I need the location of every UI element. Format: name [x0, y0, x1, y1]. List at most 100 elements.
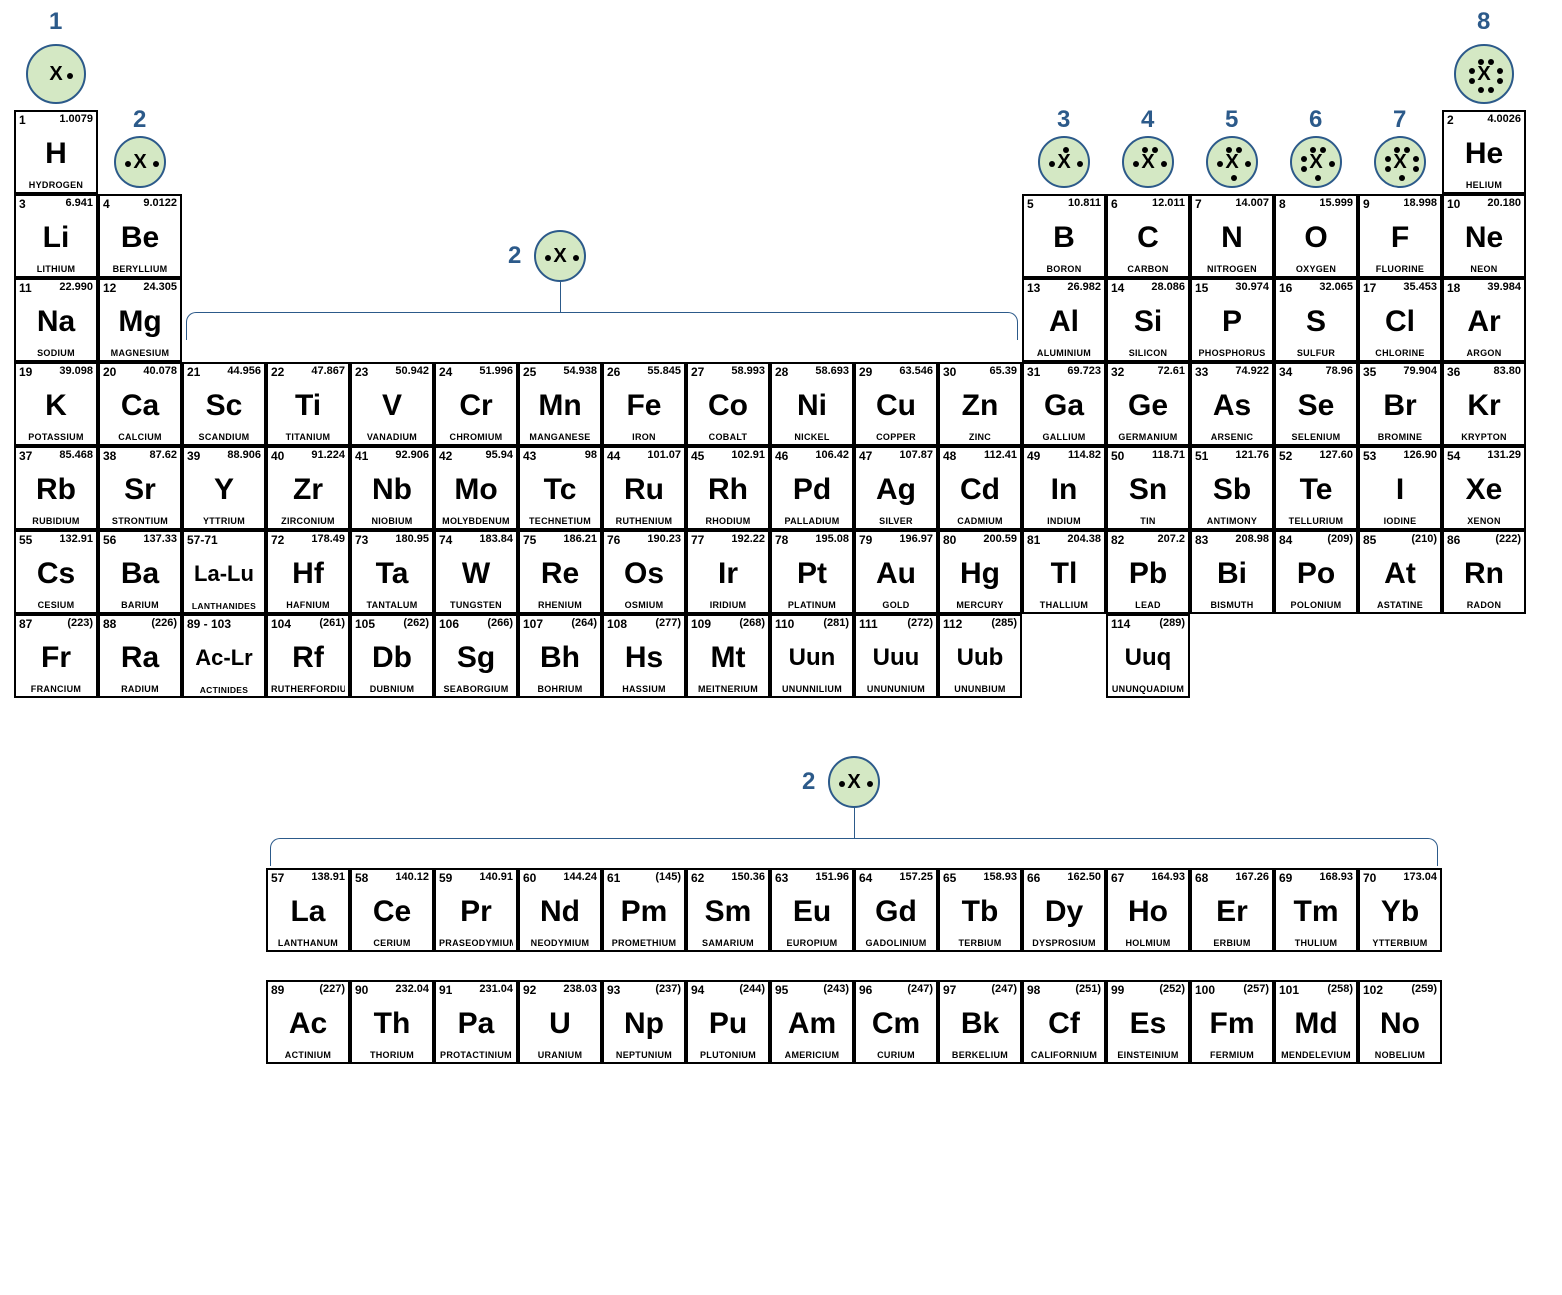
atomic-mass: 91.224	[311, 450, 345, 462]
element-symbol: Pa	[439, 1009, 513, 1039]
atomic-number: 8	[1279, 198, 1286, 210]
element-cell: 3169.723GaGALLIUM	[1022, 362, 1106, 446]
element-symbol: Ag	[859, 475, 933, 505]
tm-group-label: 2	[508, 242, 521, 270]
atomic-number: 90	[355, 984, 368, 996]
element-cell: 109(268)MtMEITNERIUM	[686, 614, 770, 698]
element-cell: 1224.305MgMAGNESIUM	[98, 278, 182, 362]
group-number-label: 7	[1393, 106, 1406, 134]
element-name: SULFUR	[1279, 349, 1353, 358]
element-name: GERMANIUM	[1111, 433, 1185, 442]
atomic-mass: 74.922	[1235, 366, 1269, 378]
cell-header: 86(222)	[1447, 534, 1521, 546]
atomic-number: 75	[523, 534, 536, 546]
atomic-mass: (257)	[1243, 984, 1269, 996]
element-name: SILICON	[1111, 349, 1185, 358]
element-symbol: Bk	[943, 1009, 1017, 1039]
element-name: YTTERBIUM	[1363, 939, 1437, 948]
element-cell: 612.011CCARBON	[1106, 194, 1190, 278]
element-cell: 44101.07RuRUTHENIUM	[602, 446, 686, 530]
cell-header: 2758.993	[691, 366, 765, 378]
atomic-number: 19	[19, 366, 32, 378]
element-name: UNUNNILIUM	[775, 685, 849, 694]
electron-dot	[1077, 161, 1083, 167]
atomic-number: 69	[1279, 872, 1292, 884]
electron-dot-diagram: X	[1374, 136, 1426, 188]
atomic-mass: 39.098	[59, 366, 93, 378]
element-symbol: Ho	[1111, 897, 1185, 927]
atomic-mass: 151.96	[815, 872, 849, 884]
atomic-number: 37	[19, 450, 32, 462]
element-symbol: W	[439, 559, 513, 589]
element-cell: 57138.91LaLANTHANUM	[266, 868, 350, 952]
element-symbol: Pm	[607, 897, 681, 927]
cell-header: 4091.224	[271, 450, 345, 462]
element-symbol: Ir	[691, 559, 765, 589]
cell-header: 94(244)	[691, 984, 765, 996]
cell-header: 3065.39	[943, 366, 1017, 378]
electron-dot-diagram: X	[1122, 136, 1174, 188]
atomic-mass: 180.95	[395, 534, 429, 546]
element-name: URANIUM	[523, 1051, 597, 1060]
cell-header: 107(264)	[523, 618, 597, 630]
element-name: ACTINIDES	[187, 686, 261, 695]
cell-header: 815.999	[1279, 198, 1353, 210]
electron-dot-diagram: X	[1206, 136, 1258, 188]
actinide-row: 89(227)AcACTINIUM90232.04ThTHORIUM91231.…	[10, 980, 1562, 1064]
element-symbol: He	[1447, 139, 1521, 169]
element-cell: 2451.996CrCHROMIUM	[434, 362, 518, 446]
cell-header: 82207.2	[1111, 534, 1185, 546]
atomic-number: 23	[355, 366, 368, 378]
element-cell: 75186.21ReRHENIUM	[518, 530, 602, 614]
electron-dot	[1217, 161, 1223, 167]
cell-header: 1326.982	[1027, 282, 1101, 294]
atomic-number: 48	[943, 450, 956, 462]
atomic-mass: 157.25	[899, 872, 933, 884]
element-cell: 73180.95TaTANTALUM	[350, 530, 434, 614]
element-cell: 78195.08PtPLATINUM	[770, 530, 854, 614]
element-name: MOLYBDENUM	[439, 517, 513, 526]
element-cell: 1735.453ClCHLORINE	[1358, 278, 1442, 362]
element-cell: 56137.33BaBARIUM	[98, 530, 182, 614]
group-number-label: 1	[49, 8, 62, 36]
atomic-mass: (223)	[67, 618, 93, 630]
atomic-number: 87	[19, 618, 32, 630]
cell-header: 48112.41	[943, 450, 1017, 462]
electron-dot	[1236, 147, 1242, 153]
atomic-number: 84	[1279, 534, 1292, 546]
atomic-number: 93	[607, 984, 620, 996]
element-symbol: Se	[1279, 391, 1353, 421]
atomic-number: 88	[103, 618, 116, 630]
atomic-number: 16	[1279, 282, 1292, 294]
element-name: RUTHENIUM	[607, 517, 681, 526]
element-symbol: Hg	[943, 559, 1017, 589]
atomic-number: 78	[775, 534, 788, 546]
atomic-number: 11	[19, 282, 32, 294]
electron-dot	[1478, 87, 1484, 93]
cell-header: 106(266)	[439, 618, 513, 630]
cell-header: 56137.33	[103, 534, 177, 546]
atomic-number: 81	[1027, 534, 1040, 546]
element-symbol: Rb	[19, 475, 93, 505]
element-symbol: Cu	[859, 391, 933, 421]
element-name: LANTHANUM	[271, 939, 345, 948]
atomic-mass: 72.61	[1157, 366, 1185, 378]
element-name: INDIUM	[1027, 517, 1101, 526]
atomic-mass: 98	[585, 450, 597, 462]
atomic-mass: (251)	[1075, 984, 1101, 996]
element-name: ZINC	[943, 433, 1017, 442]
atomic-mass: (209)	[1327, 534, 1353, 546]
element-cell: 64157.25GdGADOLINIUM	[854, 868, 938, 952]
element-name: GALLIUM	[1027, 433, 1101, 442]
atomic-mass: (227)	[319, 984, 345, 996]
element-symbol: Sg	[439, 643, 513, 673]
atomic-mass: 131.29	[1487, 450, 1521, 462]
element-cell: 114(289)UuqUNUNQUADIUM	[1106, 614, 1190, 698]
atomic-mass: 58.993	[731, 366, 765, 378]
atomic-number: 77	[691, 534, 704, 546]
atomic-mass: 1.0079	[59, 114, 93, 126]
element-name: TELLURIUM	[1279, 517, 1353, 526]
electron-dot	[545, 255, 551, 261]
atomic-mass: 164.93	[1151, 872, 1185, 884]
cell-header: 1530.974	[1195, 282, 1269, 294]
